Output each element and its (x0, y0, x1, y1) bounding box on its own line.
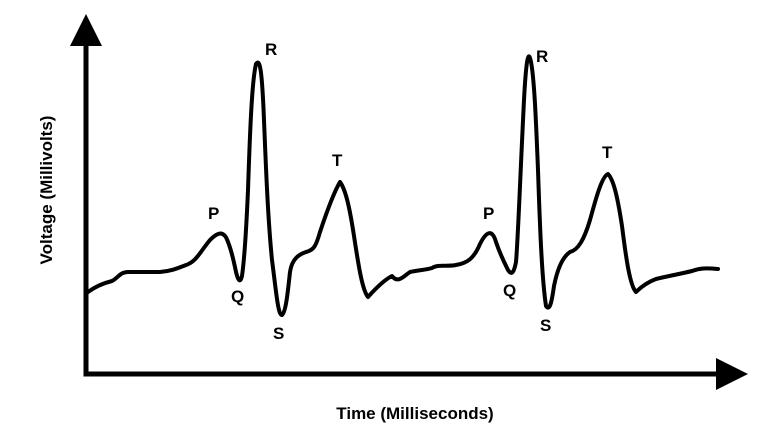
q-wave-label: Q (503, 281, 516, 300)
s-wave-label: S (540, 316, 551, 335)
r-wave-label: R (536, 47, 548, 66)
y-axis-arrowhead (70, 14, 102, 46)
t-wave-label: T (602, 143, 613, 162)
q-wave-label: Q (231, 287, 244, 306)
x-axis-arrowhead (716, 358, 748, 390)
y-axis-label: Voltage (Millivolts) (37, 116, 56, 265)
r-wave-label: R (265, 40, 277, 59)
ecg-trace (86, 54, 720, 318)
s-wave-label: S (273, 324, 284, 343)
beat-2-labels: P Q R S T (483, 47, 613, 335)
t-wave-label: T (332, 151, 343, 170)
beat-1-labels: P Q R S T (208, 40, 343, 343)
axes (83, 37, 723, 377)
p-wave-label: P (483, 204, 494, 223)
x-axis-label: Time (Milliseconds) (336, 404, 493, 423)
p-wave-label: P (208, 204, 219, 223)
